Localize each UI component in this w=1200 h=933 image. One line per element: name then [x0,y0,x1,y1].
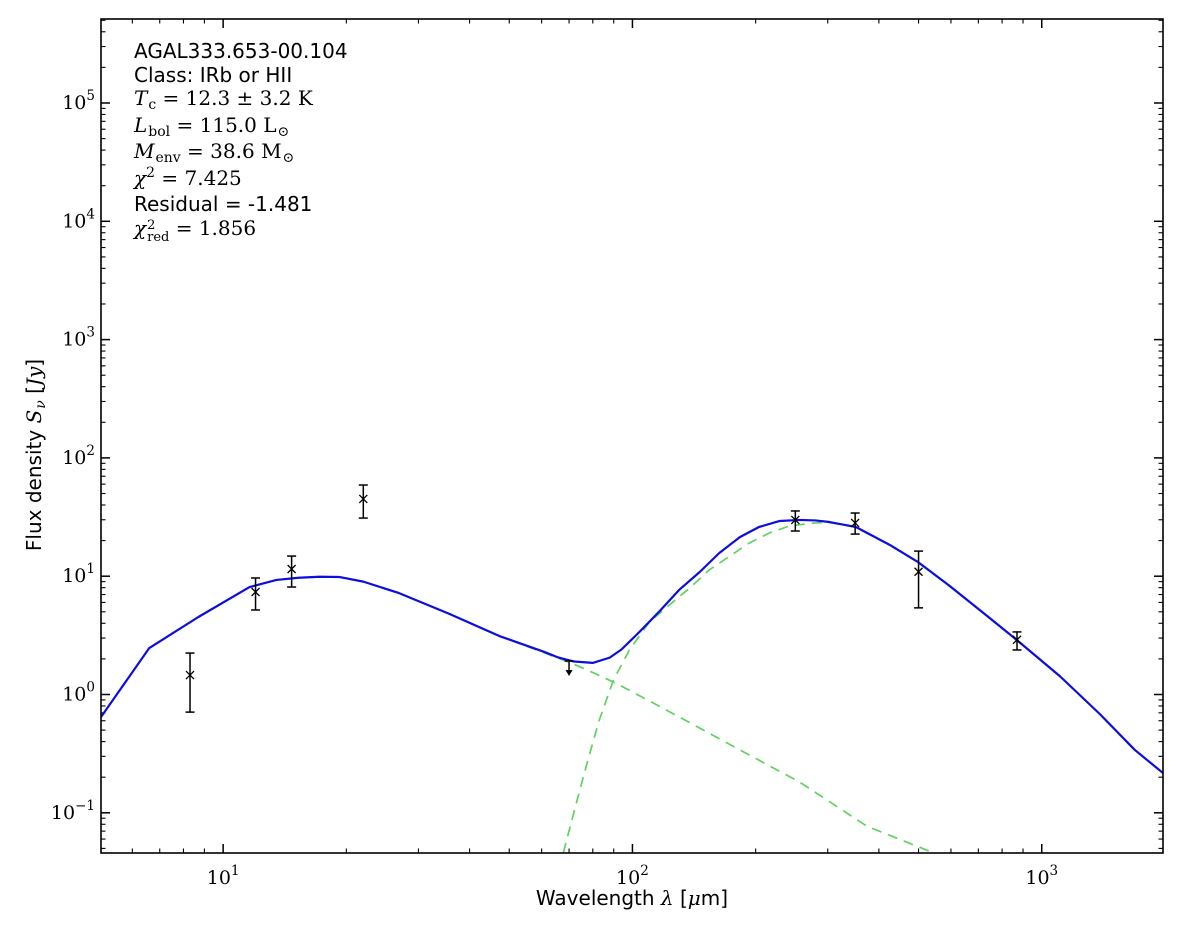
text-segment: = 1.856 [169,215,257,240]
text-segment: 2 [146,164,156,181]
text-segment: bol [148,123,171,140]
text-segment: Class: IRb or HII [134,62,293,87]
data-point [251,577,261,611]
annotation-line: χ2 = 7.425 [134,164,348,194]
text-segment: μ [687,886,701,910]
data-point [914,550,924,609]
text-segment: env [155,150,181,166]
data-point [1012,631,1022,651]
text-segment: S [22,409,46,424]
arrow-down-icon [565,669,573,676]
text-segment: m] [700,886,729,910]
annotation-line: Class: IRb or HII [134,62,348,88]
annotation-line: Tc = 12.3 ± 3.2 K [134,86,348,114]
annotation-block: AGAL333.653-00.104 Class: IRb or HII Tc = … [134,39,348,245]
annotation-line: χ 2 red = 1.856 [134,215,348,245]
data-point [287,555,297,588]
text-segment: L [134,112,148,137]
text-segment: [ [673,886,688,910]
text-segment: Residual = -1.481 [134,192,313,216]
cold-component-curve [562,521,1163,853]
text-segment: = 7.425 [155,165,242,190]
plot-frame [100,18,1164,854]
text-segment: AGAL333.653-00.104 [134,39,348,63]
text-segment: ] [22,358,46,367]
upper-limit-marker [564,660,574,676]
model-curves [101,518,1163,853]
math-supsub: 2 red [147,218,170,245]
text-segment: Flux density [22,423,46,552]
text-segment: [ [22,386,46,401]
text-segment: = 38.6 M [180,139,282,163]
text-segment: λ [660,886,674,910]
text-segment: M [134,139,155,163]
data-point [850,512,860,535]
text-segment: ⊙ [282,150,295,166]
svg-text:103: 103 [1025,863,1058,889]
text-segment: = 115.0 L [170,112,277,137]
text-segment: T [134,86,148,110]
data-points [185,484,1022,713]
annotation-line: Menv = 38.6 M⊙ [134,139,348,167]
annotation-line: AGAL333.653-00.104 [134,39,348,64]
text-segment: = 12.3 ± 3.2 K [156,86,313,110]
annotation-line: Residual = -1.481 [134,192,348,217]
annotation-line: Lbol = 115.0 L⊙ [134,112,348,141]
text-segment: Wavelength [535,886,661,910]
data-point [790,510,800,532]
y-axis-label: Flux density Sν [Jy] [22,358,49,552]
data-point [185,652,195,713]
text-segment: ⊙ [277,123,290,140]
text-segment: ν [33,400,49,409]
x-axis-label: Wavelength λ [μm] [101,886,1163,910]
text-segment: χ [134,165,147,190]
x-tick-labels: 101 102 103 [207,863,1058,889]
text-segment: c [148,97,157,113]
text-segment: Jy [22,366,46,387]
text-segment: χ [134,215,147,240]
total-model-curve [101,518,1163,774]
data-point [358,484,368,519]
